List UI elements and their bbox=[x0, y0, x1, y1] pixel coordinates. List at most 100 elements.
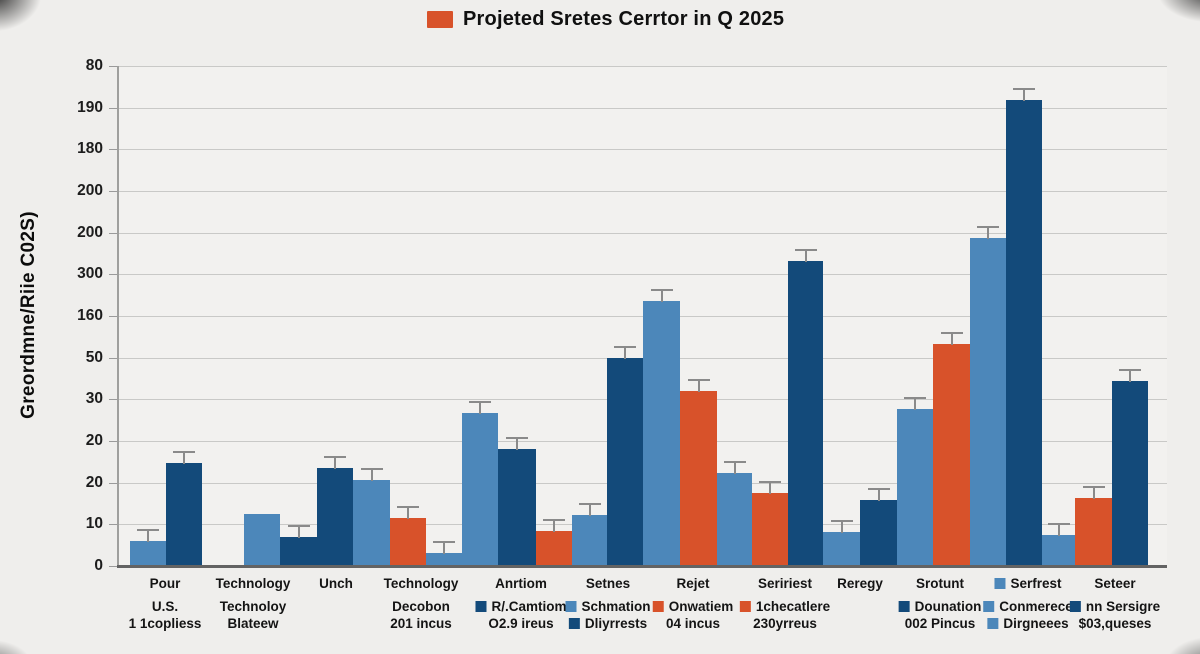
y-tick-label: 30 bbox=[85, 390, 103, 408]
label-text: 002 Pincus bbox=[904, 616, 976, 631]
x-sub-label: Dirgneees bbox=[987, 616, 1069, 631]
y-axis-tick bbox=[109, 191, 117, 192]
error-bar-stem bbox=[516, 438, 518, 450]
legend-square-dark bbox=[475, 601, 487, 612]
bar-dark bbox=[166, 463, 202, 566]
x-sub-label: U.S. bbox=[152, 599, 178, 614]
y-tick-label: 50 bbox=[85, 348, 103, 366]
label-text: Blateew bbox=[227, 616, 279, 631]
legend-square-light bbox=[983, 601, 995, 612]
bar-orange bbox=[933, 344, 970, 566]
label-text: Seririest bbox=[757, 576, 813, 591]
legend-square-dark bbox=[1069, 601, 1081, 612]
y-axis-tick bbox=[109, 441, 117, 442]
bar-light bbox=[970, 238, 1006, 566]
error-bar-stem bbox=[1092, 487, 1095, 499]
legend-square-dark bbox=[898, 601, 910, 612]
error-bar-stem bbox=[1129, 370, 1131, 382]
plot-area bbox=[109, 66, 1167, 568]
error-bar-stem bbox=[733, 462, 736, 474]
y-tick-label: 190 bbox=[77, 98, 103, 116]
error-bar-stem bbox=[697, 380, 700, 392]
label-text: Schmation bbox=[581, 599, 651, 614]
error-bar-stem bbox=[297, 526, 300, 538]
error-bar-stem bbox=[588, 504, 591, 516]
error-bar-stem bbox=[370, 469, 373, 481]
error-bar-stem bbox=[1057, 524, 1060, 536]
label-text: Technoloy bbox=[219, 599, 287, 614]
error-bar-stem bbox=[183, 452, 185, 464]
x-sub-label: R/.Camtiom bbox=[475, 599, 567, 614]
x-group-label: Rejet bbox=[676, 576, 709, 591]
y-axis-tick bbox=[109, 149, 117, 150]
label-text: Anrtiom bbox=[495, 576, 547, 591]
label-text: Seteer bbox=[1094, 576, 1136, 591]
bar-dark bbox=[1112, 381, 1148, 566]
y-axis-tick bbox=[109, 358, 117, 359]
error-bar-stem bbox=[334, 457, 336, 469]
error-bar-stem bbox=[660, 290, 663, 302]
error-bar-stem bbox=[147, 530, 149, 542]
error-bar-stem bbox=[950, 333, 953, 345]
error-bar-stem bbox=[914, 398, 916, 410]
label-text: Unch bbox=[319, 576, 353, 591]
x-sub-label: Technoloy bbox=[220, 599, 287, 614]
label-text: Technology bbox=[383, 576, 459, 591]
bar-dark bbox=[317, 468, 353, 566]
x-axis-line bbox=[117, 565, 1167, 568]
bar-dark bbox=[860, 500, 897, 566]
x-group-label: Seririest bbox=[758, 576, 812, 591]
x-sub-label: Dounation bbox=[898, 599, 981, 614]
x-sub-label: $03,queses bbox=[1079, 616, 1152, 631]
label-text: R/.Camtiom bbox=[491, 599, 567, 614]
y-tick-label: 300 bbox=[77, 265, 103, 283]
x-group-label: Srotunt bbox=[916, 576, 964, 591]
x-group-label: Serfrest bbox=[994, 576, 1062, 591]
error-bar-stem bbox=[840, 521, 843, 533]
bar-light bbox=[717, 473, 752, 566]
x-sub-label: 1 1copliess bbox=[129, 616, 202, 631]
x-group-label: Reregy bbox=[837, 576, 883, 591]
error-bar-stem bbox=[804, 250, 807, 262]
label-text: 1checatlere bbox=[755, 599, 831, 614]
x-group-label: Anrtiom bbox=[495, 576, 547, 591]
y-tick-label: 160 bbox=[77, 307, 103, 324]
bar-light bbox=[130, 541, 166, 566]
label-text: O2.9 ireus bbox=[488, 616, 554, 631]
bar-orange bbox=[1075, 498, 1112, 566]
x-group-label: Pour bbox=[150, 576, 181, 591]
bar-light bbox=[823, 532, 860, 566]
y-axis-tick bbox=[109, 233, 117, 234]
bar-orange bbox=[680, 391, 717, 566]
label-text: 201 incus bbox=[390, 616, 452, 631]
bar-light bbox=[462, 413, 498, 566]
y-tick-label: 80 bbox=[85, 57, 103, 74]
x-group-label: Setnes bbox=[586, 576, 630, 591]
y-axis-line bbox=[117, 66, 119, 566]
bar-light bbox=[643, 301, 680, 566]
y-tick-label: 200 bbox=[77, 223, 103, 241]
x-sub-label: Conmerece bbox=[983, 599, 1073, 614]
error-bar-stem bbox=[479, 402, 481, 414]
x-sub-label: Schmation bbox=[565, 599, 651, 614]
x-sub-label: O2.9 ireus bbox=[488, 616, 553, 631]
x-sub-label: Blateew bbox=[227, 616, 278, 631]
bar-light bbox=[244, 514, 280, 566]
y-tick-label: 20 bbox=[85, 473, 103, 491]
error-bar-stem bbox=[407, 507, 409, 519]
error-bar-stem bbox=[624, 347, 626, 359]
label-text: Conmerece bbox=[999, 599, 1073, 614]
x-sub-label: 04 incus bbox=[666, 616, 720, 631]
x-sub-label: 002 Pincus bbox=[905, 616, 976, 631]
label-text: Serfrest bbox=[1010, 576, 1062, 591]
x-sub-label: Onwatiem bbox=[652, 599, 733, 614]
y-tick-label: 0 bbox=[94, 557, 103, 574]
x-group-label: Unch bbox=[319, 576, 353, 591]
bar-orange bbox=[390, 518, 426, 566]
error-bar-stem bbox=[877, 489, 880, 501]
bar-light bbox=[353, 480, 390, 566]
y-axis-tick bbox=[109, 483, 117, 484]
x-sub-label: Decobon bbox=[392, 599, 450, 614]
label-text: Rejet bbox=[676, 576, 710, 591]
y-axis-tick bbox=[109, 566, 117, 567]
